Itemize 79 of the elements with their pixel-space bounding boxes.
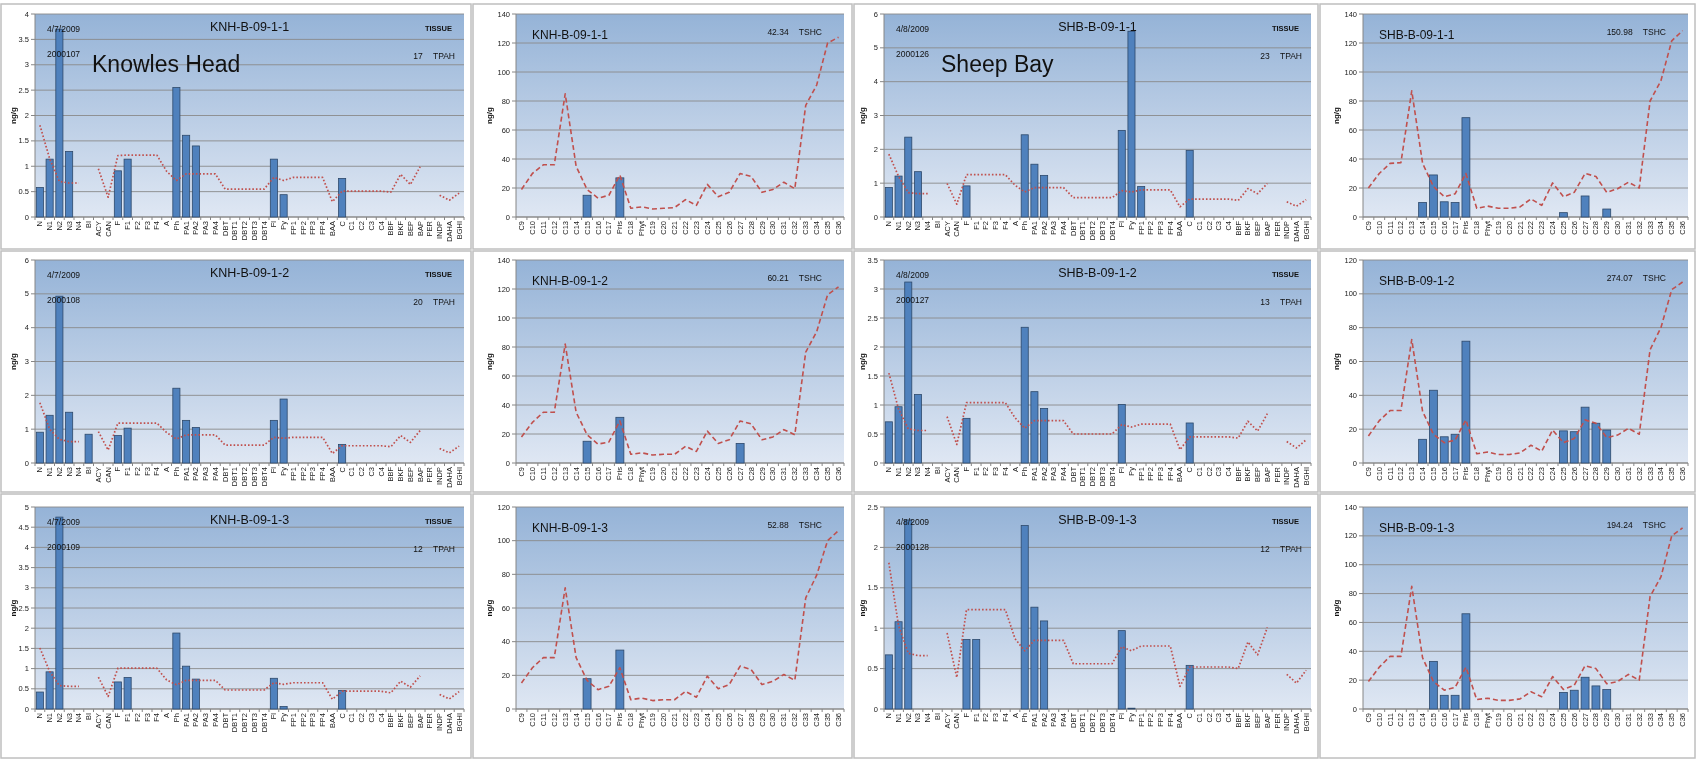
text: SHB-B-09-1-3 [1058,513,1137,527]
bar [1429,389,1438,464]
annotation: 2000108 [47,295,81,305]
text: KNH-B-09-1-3 [532,521,609,535]
annotation: 2000109 [47,542,81,552]
annotation: 2000107 [47,49,81,59]
y-axis-title: ng/g [484,106,494,124]
bar [1559,692,1568,710]
line-series [520,286,840,456]
bar [191,427,200,464]
bar [84,433,93,464]
annotation: Knowles Head [92,51,241,77]
text: SHB-B-09-1-1 [1058,20,1137,34]
bar [1559,430,1568,464]
text: KNH-B-09-1-1 [209,20,290,34]
annotation: 4/7/2009 [47,24,81,34]
bar [1185,664,1194,710]
annotation: Sheep Bay [941,51,1055,77]
y-axis-title: ng/g [857,352,867,370]
bar [1117,404,1126,464]
annotation: 23 TPAH [1260,51,1302,61]
bar [1429,174,1438,218]
annotation: 12 TPAH [1260,544,1302,554]
annotation: 17 TPAH [413,51,455,61]
y-axis-title: ng/g [857,106,867,124]
y-axis-title: ng/g [8,106,18,124]
bar [1602,208,1612,218]
bar [914,171,922,218]
text: SHB-B-09-1-2 [1058,266,1137,280]
annotation: 274.07 TSHC [1606,273,1666,283]
text: SHB-B-09-1-3 [1379,521,1455,535]
y-axis-title: ng/g [857,599,867,617]
y-axis-title: ng/g [484,352,494,370]
y-axis-title: ng/g [1331,599,1341,617]
bar [582,440,592,464]
bar [1418,438,1427,464]
bar [338,443,347,464]
annotation: 42.34 TSHC [767,27,822,37]
text: KNH-B-09-1-2 [532,274,609,288]
annotation: 4/7/2009 [47,517,81,527]
bar [962,185,971,218]
bar [338,178,347,218]
text: KNH-B-09-1-1 [532,28,609,42]
text: KNH-B-09-1-2 [209,266,290,280]
annotation: 2000126 [896,49,930,59]
bar [914,394,922,464]
annotation: 4/7/2009 [47,270,81,280]
bar [191,145,200,218]
y-axis-title: ng/g [1331,352,1341,370]
bar [735,443,745,464]
bar [1580,195,1590,218]
bar [1185,422,1194,464]
bar [338,690,347,710]
y-axis-title: ng/g [484,599,494,617]
annotation: 12 TPAH [413,544,455,554]
annotation: 4/8/2009 [896,517,930,527]
y-axis-title: ng/g [8,599,18,617]
bar [1559,212,1568,218]
annotation: 20 TPAH [413,297,455,307]
text: SHB-B-09-1-1 [1379,28,1455,42]
bar [191,678,200,710]
text: KNH-B-09-1-3 [209,513,290,527]
annotation: 194.24 TSHC [1606,520,1666,530]
y-axis-title: ng/g [8,352,18,370]
bar [1418,202,1427,218]
bar [962,417,971,464]
annotation: 4/8/2009 [896,270,930,280]
bar [1185,149,1194,218]
annotation: 60.21 TSHC [767,273,822,283]
bar [615,416,625,464]
annotation: 52.88 TSHC [767,520,822,530]
annotation: 2000127 [896,295,930,305]
annotation: 150.98 TSHC [1606,27,1666,37]
annotation: 2000128 [896,542,930,552]
annotation: 4/8/2009 [896,24,930,34]
annotation: 13 TPAH [1260,297,1302,307]
bar [1429,660,1438,710]
y-axis-title: ng/g [1331,106,1341,124]
text: SHB-B-09-1-2 [1379,274,1455,288]
